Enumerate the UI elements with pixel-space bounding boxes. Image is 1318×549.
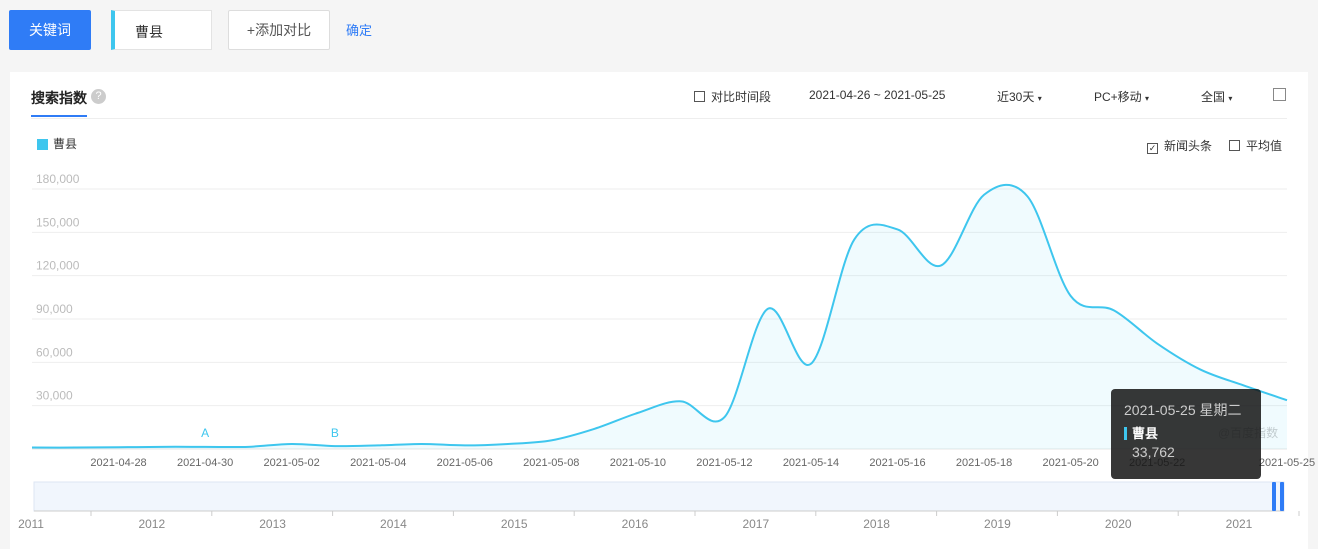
x-tick-label: 2021-05-14 xyxy=(783,457,839,469)
tooltip-title: 2021-05-25 星期二 xyxy=(1124,402,1242,418)
x-tick-label: 2021-05-12 xyxy=(696,457,752,469)
tooltip-value: 33,762 xyxy=(1132,444,1175,460)
label: 平均值 xyxy=(1246,139,1283,153)
legend-label: 曹县 xyxy=(53,137,77,151)
y-tick-label: 120,000 xyxy=(36,259,80,273)
label: 近30天 xyxy=(997,90,1035,104)
compare-period[interactable]: 对比时间段 xyxy=(694,88,771,105)
legend-swatch xyxy=(37,139,48,150)
timeline-track[interactable] xyxy=(33,481,1285,512)
timeline-year: 2012 xyxy=(138,517,165,531)
annotation: A xyxy=(201,426,209,440)
timeline-year: 2011 xyxy=(18,517,44,531)
divider xyxy=(31,118,1287,119)
x-tick-label: 2021-04-30 xyxy=(177,457,233,469)
tooltip-swatch xyxy=(1124,427,1127,440)
tooltip xyxy=(1111,389,1261,479)
timeline-year: 2017 xyxy=(742,517,769,531)
confirm-link[interactable]: 确定 xyxy=(346,23,373,38)
x-tick-label: 2021-05-02 xyxy=(264,457,320,469)
x-tick-label: 2021-05-20 xyxy=(1042,457,1098,469)
timeline-year: 2014 xyxy=(380,517,407,531)
date-range[interactable]: 2021-04-26 ~ 2021-05-25 xyxy=(809,88,946,102)
tab-underline xyxy=(31,115,87,117)
panel xyxy=(10,72,1308,549)
y-tick-label: 150,000 xyxy=(36,215,80,229)
region-select[interactable]: 全国 ▾ xyxy=(1201,90,1233,104)
add-compare[interactable]: +添加对比 xyxy=(228,10,330,50)
x-tick-label: 2021-05-18 xyxy=(956,457,1012,469)
timeline-year: 2016 xyxy=(622,517,649,531)
keyword-button[interactable]: 关键词 xyxy=(9,10,91,50)
checkbox[interactable] xyxy=(1229,140,1240,151)
timeline-year: 2020 xyxy=(1105,517,1132,531)
timeline-year: 2015 xyxy=(501,517,528,531)
timeline-year: 2013 xyxy=(259,517,286,531)
x-tick-label: 2021-05-16 xyxy=(869,457,925,469)
area xyxy=(32,184,1287,449)
line xyxy=(31,183,1288,449)
y-tick-label: 180,000 xyxy=(36,172,80,186)
period-select[interactable]: 近30天 ▾ xyxy=(997,90,1042,104)
y-tick-label: 60,000 xyxy=(36,345,73,359)
x-tick-label: 2021-05-04 xyxy=(350,457,406,469)
x-tick-label: 2021-05-25 xyxy=(1259,457,1315,469)
timeline-handle[interactable] xyxy=(1280,482,1284,511)
average-toggle[interactable]: 平均值 xyxy=(1229,137,1282,154)
news-toggle[interactable]: ✓ 新闻头条 xyxy=(1147,137,1212,154)
timeline-handle[interactable] xyxy=(1272,482,1276,511)
keyword-input[interactable]: 曹县 xyxy=(111,10,212,50)
label: 新闻头条 xyxy=(1164,139,1213,153)
tooltip-series: 曹县 xyxy=(1132,426,1158,441)
tab[interactable]: 搜索指数 xyxy=(31,90,87,106)
device-select[interactable]: PC+移动 ▾ xyxy=(1094,90,1150,104)
y-tick-label: 30,000 xyxy=(36,389,73,403)
timeline-year: 2018 xyxy=(863,517,890,531)
x-tick-label: 2021-04-28 xyxy=(90,457,146,469)
help-icon[interactable]: ? xyxy=(91,89,106,104)
label: PC+移动 xyxy=(1094,90,1142,104)
checkbox[interactable]: ✓ xyxy=(1147,143,1158,154)
timeline-year: 2021 xyxy=(1226,517,1253,531)
x-tick-label: 2021-05-08 xyxy=(523,457,579,469)
annotation: B xyxy=(331,426,339,440)
timeline-year: 2019 xyxy=(984,517,1011,531)
label: 全国 xyxy=(1201,90,1226,104)
export-icon[interactable] xyxy=(1273,88,1286,101)
x-tick-label: 2021-05-06 xyxy=(437,457,493,469)
checkbox[interactable] xyxy=(694,91,705,102)
label: 对比时间段 xyxy=(711,90,772,104)
x-tick-label: 2021-05-10 xyxy=(610,457,666,469)
y-tick-label: 90,000 xyxy=(36,302,73,316)
